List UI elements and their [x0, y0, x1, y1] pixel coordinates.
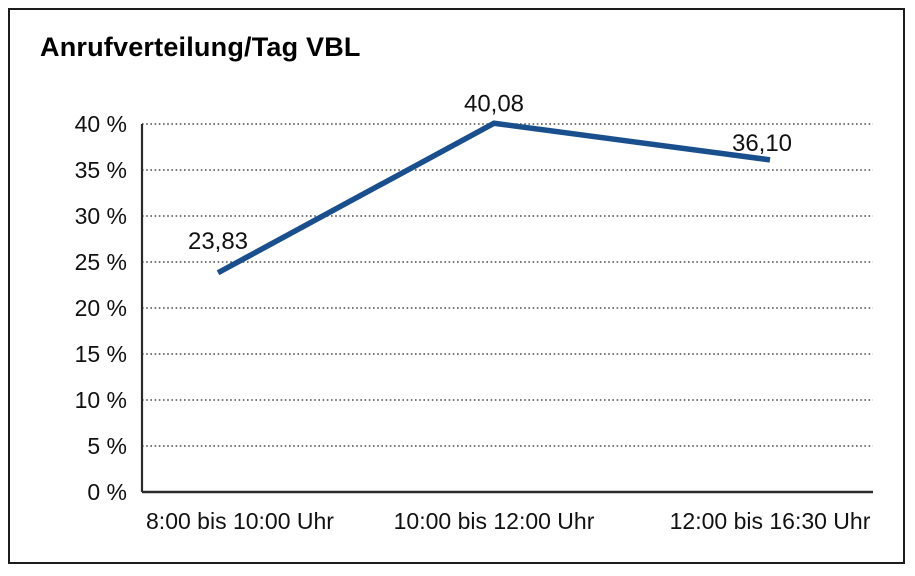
data-line	[216, 120, 771, 276]
y-tick-label: 40 %	[75, 111, 127, 137]
y-tick-label: 25 %	[75, 249, 127, 275]
x-category-label: 8:00 bis 10:00 Uhr	[146, 508, 334, 534]
y-tick-label: 5 %	[87, 433, 127, 459]
chart-frame-border	[8, 8, 905, 564]
data-point-label: 36,10	[732, 130, 792, 157]
y-tick-label: 30 %	[75, 203, 127, 229]
x-category-label: 12:00 bis 16:30 Uhr	[670, 508, 871, 534]
x-category-label: 10:00 bis 12:00 Uhr	[394, 508, 595, 534]
chart-title: Anrufverteilung/Tag VBL	[40, 32, 361, 62]
data-point-label: 40,08	[464, 90, 524, 117]
y-tick-label: 0 %	[87, 479, 127, 505]
y-tick-label: 10 %	[75, 387, 127, 413]
y-tick-label: 35 %	[75, 157, 127, 183]
data-point-label: 23,83	[188, 228, 248, 255]
y-tick-label: 20 %	[75, 295, 127, 321]
y-tick-label: 15 %	[75, 341, 127, 367]
